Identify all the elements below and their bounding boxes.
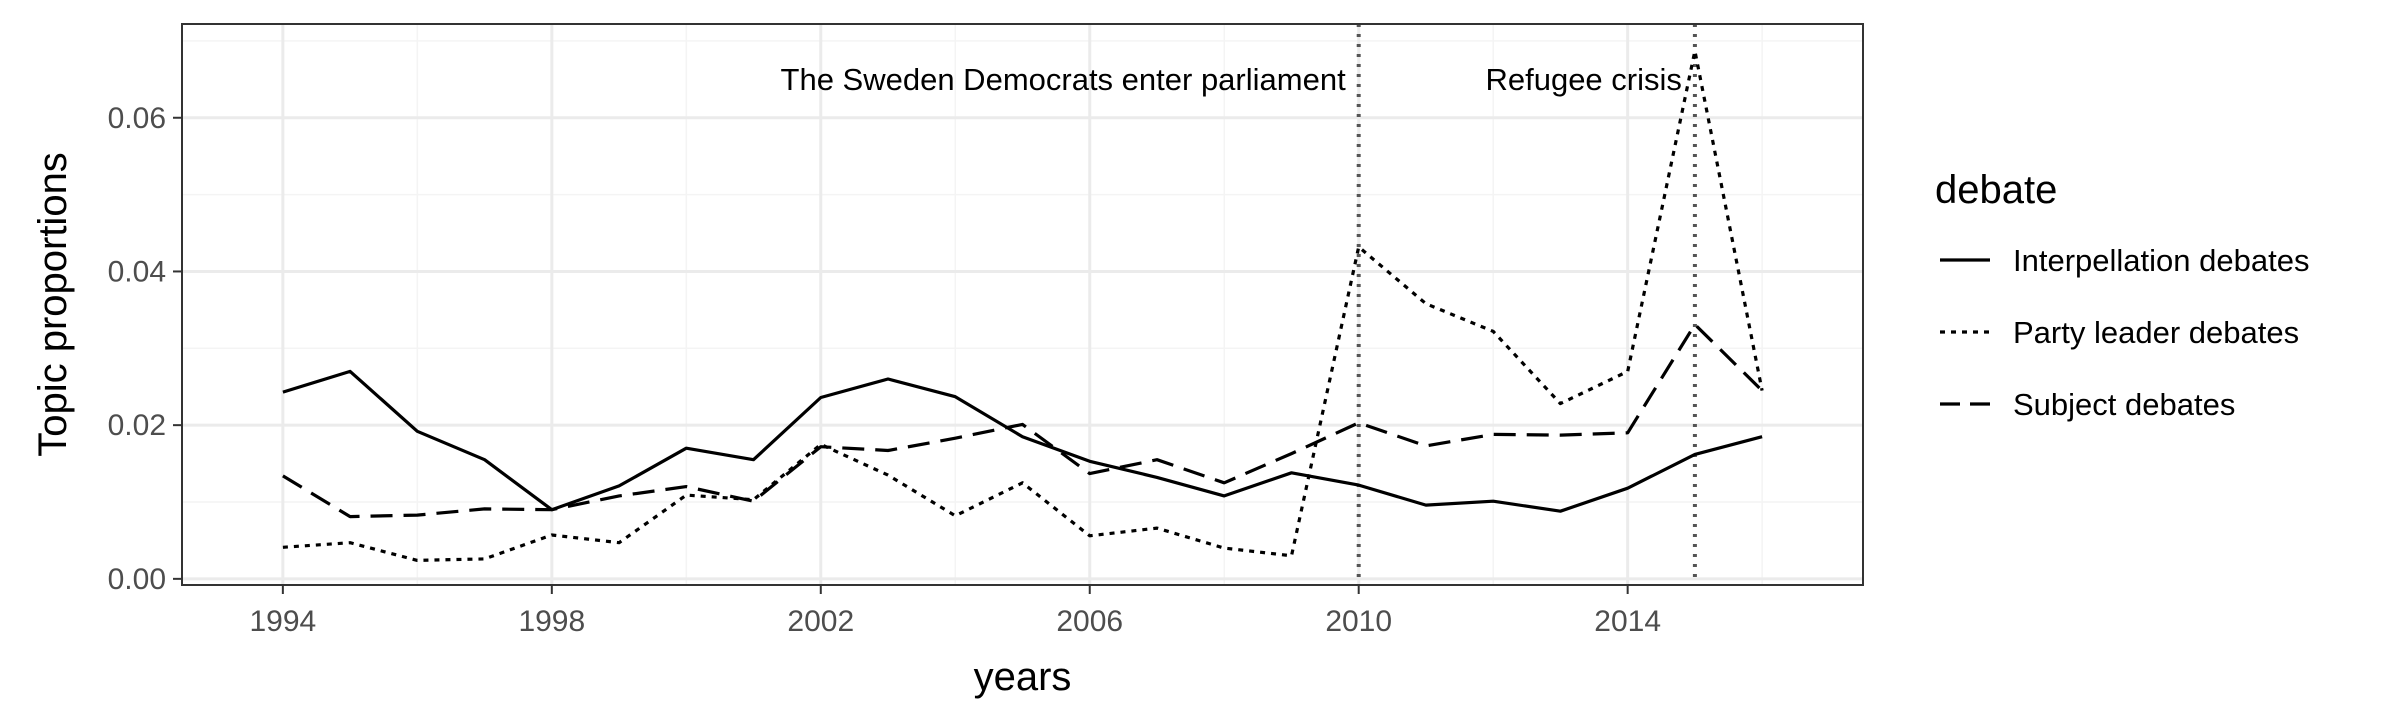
legend-label: Party leader debates — [2013, 315, 2299, 350]
legend-label: Subject debates — [2013, 387, 2235, 422]
y-tick-label: 0.06 — [108, 102, 166, 135]
y-axis-title: Topic proportions — [31, 152, 75, 457]
y-tick-label: 0.00 — [108, 563, 166, 596]
axes: 1994 1998 2002 2006 2010 2014 0.00 0.02 0.04 0.06 — [108, 102, 1661, 638]
legend-label: Interpellation debates — [2013, 243, 2309, 278]
series-lines — [282, 49, 1764, 563]
x-tick-label: 2014 — [1594, 605, 1661, 638]
event-lines — [1356, 24, 1697, 585]
annotations: The Sweden Democrats enter parliament Ref… — [781, 62, 1682, 97]
y-tick-label: 0.04 — [108, 255, 166, 288]
legend: debate Interpellation debates Party leade… — [1935, 168, 2309, 422]
x-tick-label: 1994 — [249, 605, 316, 638]
y-tick-label: 0.02 — [108, 409, 166, 442]
series-line-dotted — [282, 49, 1764, 563]
x-tick-label: 1998 — [518, 605, 585, 638]
annotation-label: Refugee crisis — [1485, 62, 1681, 97]
annotation-label: The Sweden Democrats enter parliament — [781, 62, 1347, 97]
legend-items: Interpellation debates Party leader debat… — [1940, 243, 2309, 422]
x-tick-label: 2006 — [1056, 605, 1123, 638]
legend-title: debate — [1935, 168, 2057, 212]
grid — [182, 24, 1863, 585]
x-axis-title: years — [974, 655, 1072, 699]
x-tick-label: 2002 — [787, 605, 854, 638]
x-tick-label: 2010 — [1325, 605, 1392, 638]
series-line-solid — [282, 369, 1763, 513]
series-line-dashed — [282, 322, 1764, 519]
panel-border — [181, 23, 1864, 586]
